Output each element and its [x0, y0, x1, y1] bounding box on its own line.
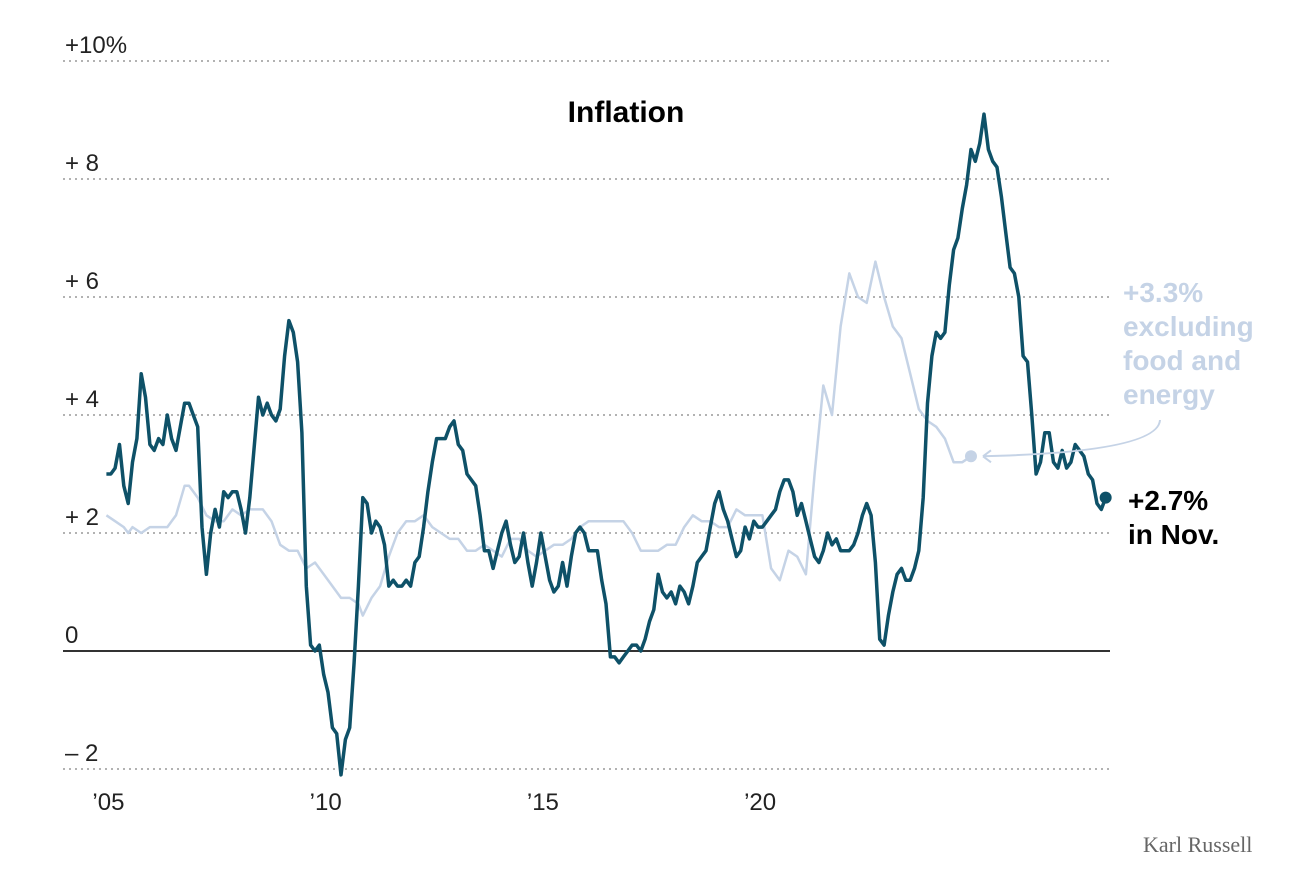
chart-title: Inflation — [568, 96, 685, 129]
core-label-line1: +3.3% — [1123, 277, 1203, 308]
x-tick-label: ’20 — [744, 789, 776, 816]
x-tick-label: ’15 — [527, 789, 559, 816]
y-tick-label: + 8 — [65, 150, 99, 177]
headline-end-dot — [1099, 491, 1112, 504]
annotation-arrow — [982, 419, 1161, 464]
y-axis-ticks: +10% + 8 + 6 + 4 + 2 0 – 2 — [65, 32, 127, 767]
x-tick-label: ’05 — [92, 789, 124, 816]
end-annotations: +3.3% excluding food and energy +2.7% in… — [982, 277, 1254, 550]
gridlines — [63, 60, 1110, 770]
y-tick-label: + 2 — [65, 504, 99, 531]
y-tick-label: 0 — [65, 622, 78, 649]
y-tick-label: + 4 — [65, 386, 99, 413]
headline-series-line — [106, 112, 1108, 777]
headline-label-line1: +2.7% — [1128, 485, 1208, 516]
x-axis-ticks: ’05 ’10 ’15 ’20 — [92, 789, 776, 816]
core-label-line3: food and — [1123, 345, 1241, 376]
core-series-line — [105, 260, 972, 617]
y-tick-label: – 2 — [65, 740, 98, 767]
series-lines — [105, 112, 1112, 777]
core-label-line2: excluding — [1123, 311, 1254, 342]
core-end-dot — [964, 450, 977, 463]
credit: Karl Russell — [1143, 832, 1253, 857]
y-tick-label: + 6 — [65, 268, 99, 295]
x-tick-label: ’10 — [310, 789, 342, 816]
y-tick-label: +10% — [65, 32, 127, 59]
headline-label-line2: in Nov. — [1128, 519, 1219, 550]
core-label-line4: energy — [1123, 379, 1215, 410]
